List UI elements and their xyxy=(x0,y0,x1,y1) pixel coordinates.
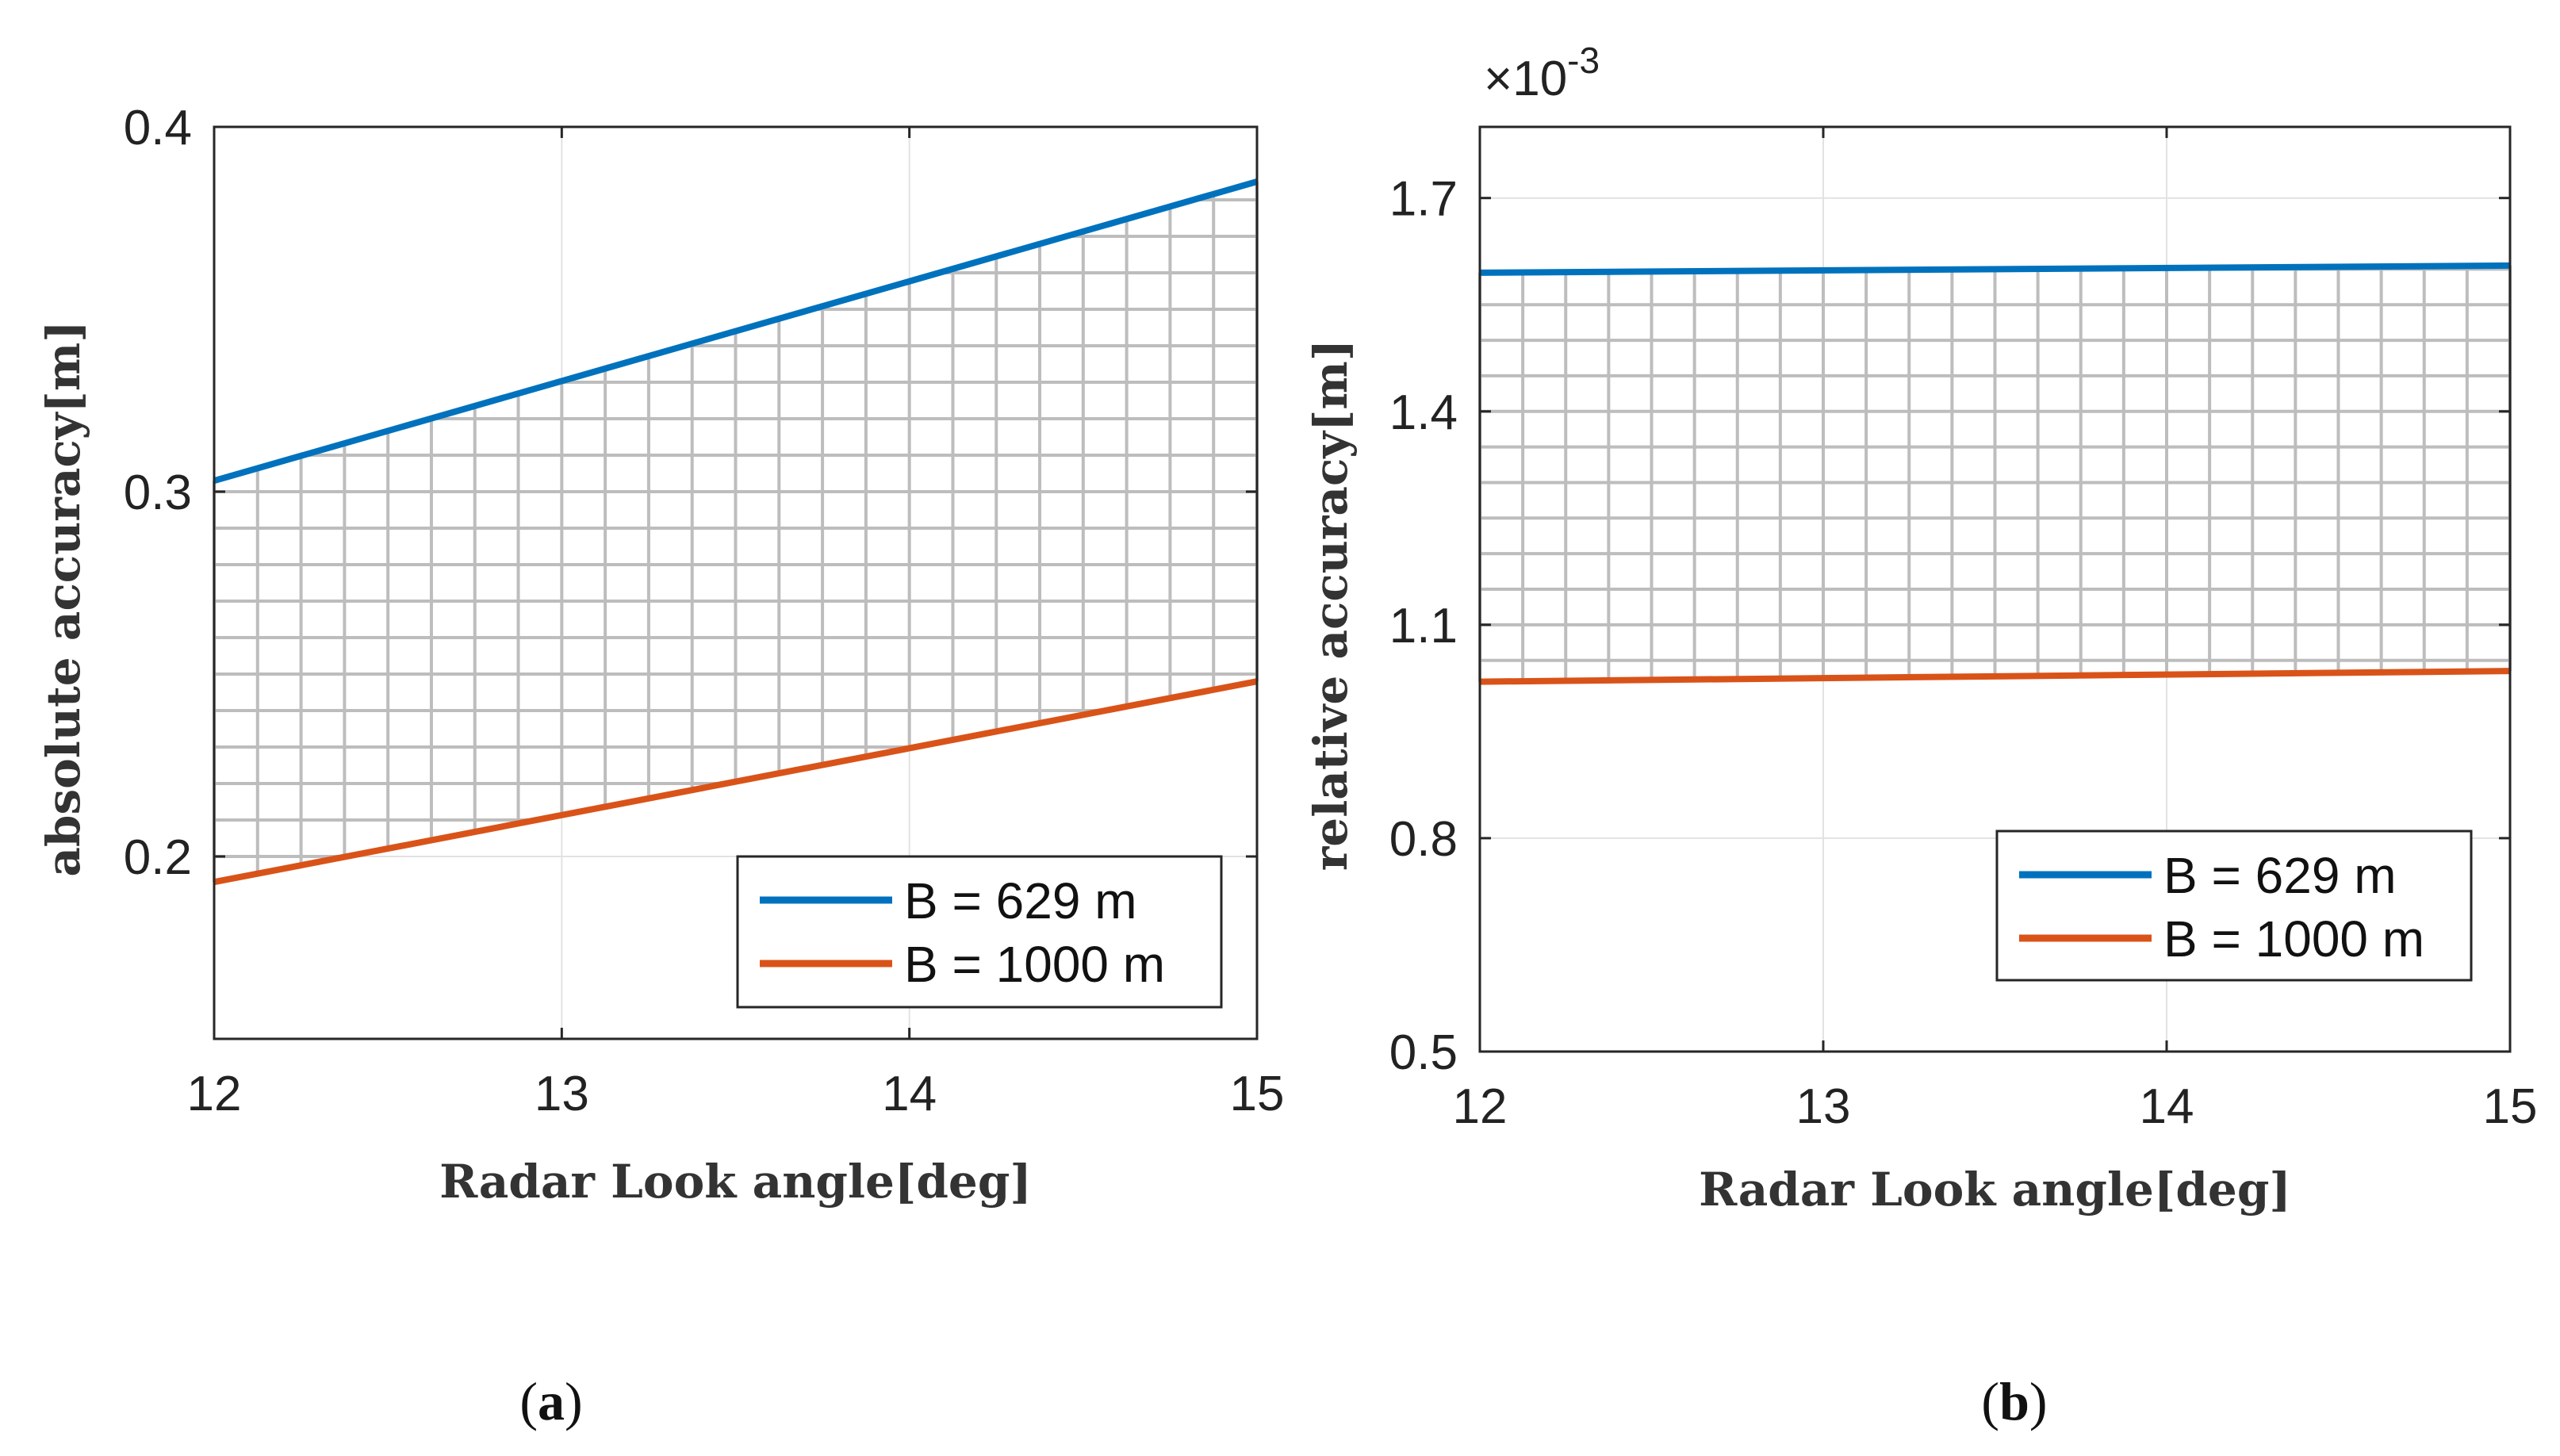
x-tick-label: 13 xyxy=(535,1067,589,1121)
legend: B = 629 m B = 1000 m xyxy=(1995,830,2473,982)
exponent-base: ×10 xyxy=(1484,52,1567,106)
panel-label-letter: b xyxy=(1999,1371,2029,1431)
series-line-1 xyxy=(1479,262,2511,276)
panel-label-letter: a xyxy=(538,1371,565,1431)
y-tick-label: 0.3 xyxy=(124,466,192,520)
x-tick-label: 15 xyxy=(2483,1079,2538,1134)
hatch-region xyxy=(213,182,1259,883)
x-tick-label: 14 xyxy=(2140,1079,2194,1134)
x-axis-title: Radar Look angle[deg] xyxy=(1699,1163,2291,1217)
panel-label: (a) xyxy=(519,1371,582,1431)
panel-label-open: ( xyxy=(519,1371,538,1431)
legend-box xyxy=(736,855,1223,1009)
series-line-2 xyxy=(1479,668,2511,685)
legend-label-2: B = 1000 m xyxy=(904,936,1165,993)
chart-panel-a: 12 13 14 15 0.2 0.3 0.4 Radar Look angle[deg] ab… xyxy=(36,101,1284,1431)
x-axis-title: Radar Look angle[deg] xyxy=(439,1155,1032,1209)
axes-box xyxy=(1478,125,2512,1053)
panel-label: (b) xyxy=(1981,1371,2047,1431)
panel-label-open: ( xyxy=(1981,1371,1999,1431)
legend-label-1: B = 629 m xyxy=(904,872,1137,929)
y-axis-title: relative accuracy[m] xyxy=(1304,339,1358,871)
legend-label-1: B = 629 m xyxy=(2163,847,2397,904)
legend-box xyxy=(1995,830,2473,982)
series-line-2 xyxy=(213,678,1258,886)
x-tick-label: 13 xyxy=(1796,1079,1851,1134)
series-line-1 xyxy=(213,178,1259,485)
panel-label-close: ) xyxy=(565,1371,583,1431)
y-tick-label: 1.7 xyxy=(1389,172,1458,227)
y-axis-title: absolute accuracy[m] xyxy=(36,320,90,876)
legend: B = 629 m B = 1000 m xyxy=(736,855,1223,1009)
axes-box xyxy=(213,125,1259,1040)
y-tick-label: 1.4 xyxy=(1389,385,1458,440)
chart-panel-b: 12 13 14 15 0.5 0.8 1.1 1.4 1.7 ×10-3 Radar Look a… xyxy=(1304,40,2537,1431)
x-tick-label: 15 xyxy=(1230,1067,1285,1121)
x-tick-label: 14 xyxy=(882,1067,937,1121)
panel-label-close: ) xyxy=(2029,1371,2048,1431)
exponent-power: -3 xyxy=(1567,40,1600,81)
x-tick-label: 12 xyxy=(187,1067,242,1121)
y-exponent-label: ×10-3 xyxy=(1484,40,1600,106)
y-tick-label: 1.1 xyxy=(1389,599,1458,653)
x-tick-label: 12 xyxy=(1453,1079,1508,1134)
y-tick-label: 0.8 xyxy=(1389,812,1458,867)
y-tick-label: 0.5 xyxy=(1389,1025,1458,1080)
y-tick-label: 0.4 xyxy=(124,101,192,155)
legend-label-2: B = 1000 m xyxy=(2163,910,2424,967)
y-tick-label: 0.2 xyxy=(124,830,192,885)
